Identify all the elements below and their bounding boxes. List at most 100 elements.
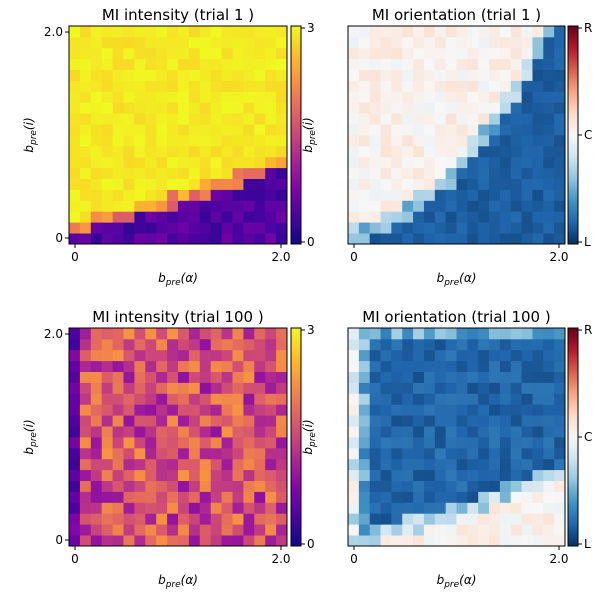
heatmap-cell [188,382,201,394]
heatmap-cell [543,502,555,514]
heatmap-cell [156,102,168,114]
heatmap-cell [188,524,201,536]
heatmap-cell [167,524,179,536]
heatmap-cell [467,404,479,416]
heatmap-cell [489,349,501,362]
heatmap-cell [478,437,490,449]
x-axis-label: bpre(α) [158,271,198,288]
heatmap-cell [554,135,566,147]
plot-frame [347,327,566,547]
heatmap-cell [380,47,392,60]
y-tick-label: 0 [55,533,63,547]
heatmap-cell [90,26,103,38]
heatmap-cell [101,58,113,70]
heatmap-cell [79,524,92,536]
heatmap-cell [445,469,457,481]
heatmap-cell [156,328,168,340]
heatmap-cell [402,502,414,514]
heatmap-cell [554,371,566,383]
heatmap-cell [413,145,425,158]
heatmap-cell [134,145,146,158]
heatmap-cell [380,360,392,372]
heatmap-cell [369,211,381,223]
heatmap-cell [423,426,436,438]
heatmap-cell [101,415,113,427]
heatmap-cell [358,437,371,449]
heatmap-cell [445,415,457,427]
heatmap-cell [188,200,201,212]
heatmap-cell [456,58,468,70]
heatmap-cell [499,211,512,223]
heatmap-cell [265,233,277,245]
heatmap-cell [456,178,468,190]
heatmap-cell [532,371,544,383]
heatmap-cell [380,36,392,49]
heatmap-cell [156,233,168,245]
heatmap-cell [445,178,457,190]
heatmap-cell [521,47,533,60]
heatmap-cell [358,480,371,492]
heatmap-cell [423,469,436,481]
heatmap-cell [188,426,201,438]
heatmap-cell [391,47,403,60]
heatmap-cell [123,167,135,179]
heatmap-cell [134,36,146,49]
heatmap-cell [391,69,403,81]
heatmap-cell [348,513,360,525]
heatmap-cell [178,382,190,394]
heatmap-cell [79,47,92,60]
heatmap-cell [167,91,179,103]
heatmap-cell [499,513,512,525]
heatmap-cell [123,513,135,525]
heatmap-cell [123,458,135,471]
heatmap-cell [188,167,201,179]
heatmap-cell [489,458,501,471]
heatmap-cell [369,113,381,125]
heatmap-cell [456,360,468,372]
heatmap-cell [232,535,244,547]
heatmap-cell [178,233,190,245]
heatmap-cell [543,80,555,92]
colorbar-tick-label: 0 [307,235,315,249]
heatmap-cell [348,36,360,49]
heatmap-cell [423,415,436,427]
heatmap-cell [510,437,522,449]
heatmap-cell [254,26,266,38]
heatmap-cell [254,382,266,394]
heatmap-cell [188,393,201,405]
heatmap-cell [456,404,468,416]
heatmap-cell [178,458,190,471]
heatmap-cell [434,145,447,158]
heatmap-cell [69,415,81,427]
heatmap-cell [79,156,92,169]
heatmap-cell [402,189,414,201]
heatmap-cell [554,156,566,169]
heatmap-cell [167,491,179,503]
heatmap-cell [167,145,179,158]
heatmap-cell [199,58,212,70]
heatmap-cell [434,113,447,125]
heatmap-cell [145,513,157,525]
heatmap-cell [145,382,157,394]
heatmap-cell [243,200,255,212]
heatmap-cell [145,393,157,405]
heatmap-cell [145,113,157,125]
heatmap-cell [489,371,501,383]
heatmap-cell [210,58,222,70]
heatmap-cell [554,502,566,514]
heatmap-cell [434,124,447,136]
heatmap-cells [69,328,288,547]
heatmap-cell [178,222,190,234]
heatmap-cell [358,113,371,125]
heatmap-cell [178,91,190,103]
heatmap-cell [478,447,490,460]
heatmap-cell [543,69,555,81]
heatmap-cell [199,102,212,114]
heatmap-cell [167,480,179,492]
colorbar-tick-label: L [584,235,591,249]
heatmap-cell [521,222,533,234]
heatmap-cell [554,349,566,362]
heatmap-cell [445,349,457,362]
heatmap-cell [380,26,392,38]
heatmap-cell [499,167,512,179]
